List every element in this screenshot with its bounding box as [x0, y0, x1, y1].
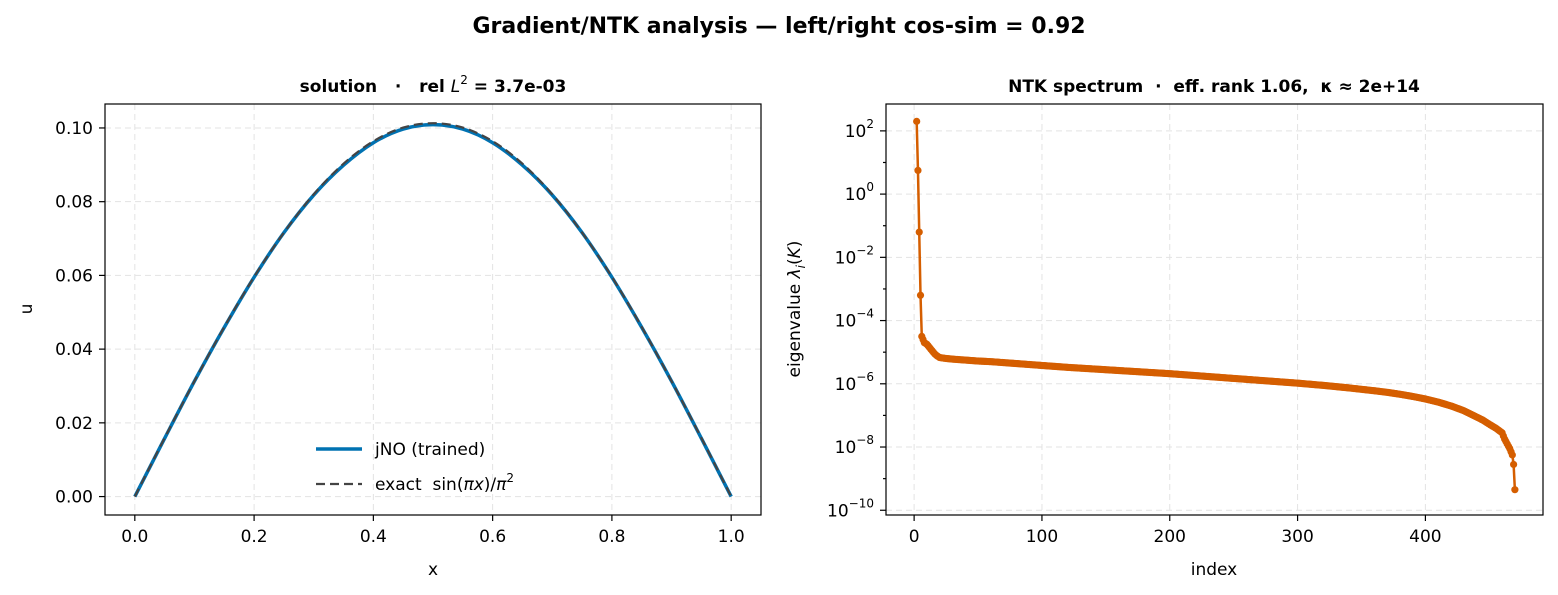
solution-ticks: 0.0 0.2 0.4 0.6 0.8 1.0 0.00 0.02 0.04 0.06 0.08 0.… — [55, 119, 745, 547]
ntk-ytick-label: 102 — [845, 117, 874, 142]
ntk-xlabel: index — [1191, 560, 1238, 580]
ntk-ytick-label: 10−2 — [835, 243, 874, 268]
ntk-eigenvalue-point — [1510, 460, 1518, 469]
ntk-xtick-label: 0 — [909, 527, 920, 547]
figure-suptitle: Gradient/NTK analysis — left/right cos-s… — [472, 14, 1085, 39]
ntk-eigenvalue-point — [915, 228, 923, 236]
ntk-eigenvalue-point — [1511, 486, 1519, 494]
solution-legend: jNO (trained) exact sin(πx)/π2 — [316, 440, 514, 495]
ntk-ytick-label: 10−6 — [835, 370, 874, 395]
solution-xtick-label: 0.2 — [241, 527, 268, 547]
ntk-eigenvalue-point — [1504, 442, 1513, 450]
ntk-ticks: 0 100 200 300 400 102 100 10−2 10−4 10−6 10−8 10−10 — [827, 117, 1442, 547]
ntk-eigenvalue-point — [1499, 432, 1507, 440]
ntk-xtick-label: 300 — [1281, 527, 1313, 547]
solution-ytick-label: 0.02 — [55, 414, 93, 434]
ntk-eigenvalue-point — [1507, 448, 1515, 456]
solution-xlabel: x — [428, 560, 438, 580]
ntk-ytick-label: 10−10 — [827, 496, 874, 521]
ntk-panel-title: NTK spectrum · eff. rank 1.06, κ ≈ 2e+14 — [1008, 77, 1420, 97]
solution-ytick-label: 0.04 — [55, 340, 93, 360]
ntk-xtick-label: 100 — [1026, 527, 1058, 547]
solution-axes-frame — [104, 103, 762, 516]
legend-label-jno: jNO (trained) — [374, 440, 485, 460]
exact-solution-line — [133, 122, 733, 498]
ntk-lines — [913, 117, 1519, 494]
ntk-axes-frame — [885, 103, 1544, 516]
legend-label-exact: exact sin(πx)/π2 — [375, 471, 514, 495]
ntk-eigenvalue-point — [913, 117, 921, 125]
solution-xtick-label: 0.8 — [598, 527, 625, 547]
solution-ytick-label: 0.00 — [55, 488, 93, 508]
solution-lines — [133, 122, 733, 498]
ntk-grid — [886, 104, 1543, 515]
solution-panel: solution · rel L2 = 3.7e-03 0.0 0.2 0.4 0.6… — [17, 73, 762, 580]
ntk-xtick-label: 200 — [1154, 527, 1186, 547]
ntk-ylabel: eigenvalue λi(K) — [785, 241, 808, 378]
ntk-eigenvalue-point — [916, 291, 925, 299]
solution-xtick-label: 1.0 — [718, 527, 745, 547]
ntk-eigenvalue-point — [914, 166, 922, 174]
ntk-ytick-label: 10−4 — [835, 307, 874, 332]
ntk-xtick-label: 400 — [1409, 527, 1441, 547]
solution-ytick-label: 0.10 — [55, 119, 93, 139]
solution-xtick-label: 0.4 — [360, 527, 387, 547]
solution-xtick-label: 0.0 — [121, 527, 148, 547]
solution-panel-title: solution · rel L2 = 3.7e-03 — [300, 73, 567, 97]
solution-ytick-label: 0.06 — [55, 266, 93, 286]
solution-ylabel: u — [17, 304, 37, 315]
ntk-ytick-label: 100 — [845, 180, 874, 205]
solution-grid — [105, 104, 761, 515]
ntk-ytick-label: 10−8 — [835, 433, 874, 458]
ntk-panel: NTK spectrum · eff. rank 1.06, κ ≈ 2e+14… — [785, 77, 1544, 580]
solution-ytick-label: 0.08 — [55, 193, 93, 213]
solution-xtick-label: 0.6 — [479, 527, 506, 547]
